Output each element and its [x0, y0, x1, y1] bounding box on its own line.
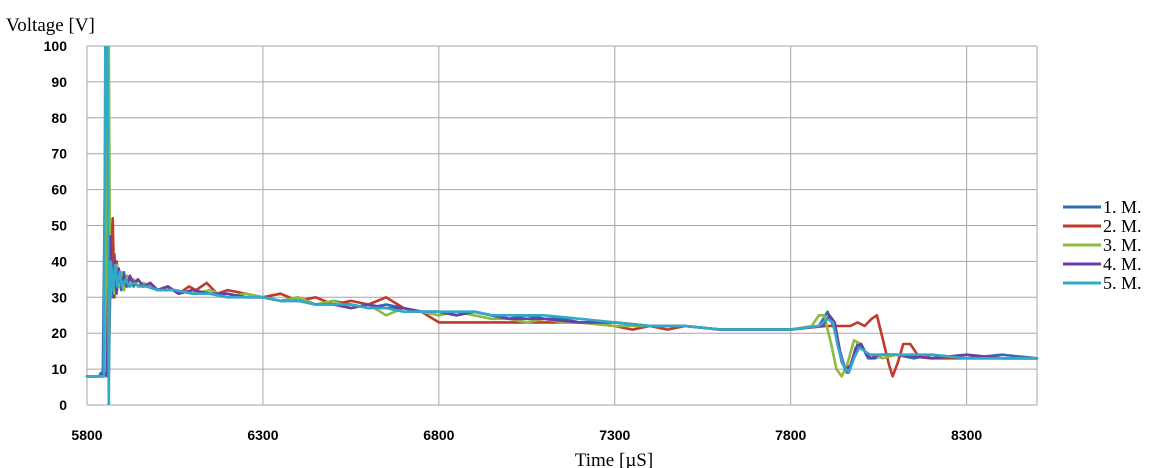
y-axis-ticks: 0 10 20 30 40 50 60 70 80 90 100 [44, 38, 68, 413]
x-tick-label: 5800 [71, 427, 102, 443]
legend-label-1: 1. M. [1103, 197, 1142, 217]
y-tick-label: 60 [51, 182, 67, 198]
x-tick-label: 7800 [775, 427, 806, 443]
y-tick-label: 20 [51, 325, 67, 341]
x-tick-label: 8300 [951, 427, 982, 443]
x-axis-label: Time [µS] [575, 450, 653, 468]
legend-label-4: 4. M. [1103, 254, 1142, 274]
y-tick-label: 70 [51, 146, 67, 162]
y-tick-label: 100 [44, 38, 68, 54]
y-axis-label: Voltage [V] [6, 15, 95, 36]
y-tick-label: 0 [59, 397, 67, 413]
y-tick-label: 90 [51, 74, 67, 90]
y-tick-label: 10 [51, 361, 67, 377]
legend-label-5: 5. M. [1103, 273, 1142, 293]
series-lines [85, 46, 1039, 405]
series-line-3 [85, 46, 1039, 378]
x-tick-label: 7300 [599, 427, 630, 443]
series-line-4 [85, 235, 1039, 378]
series-line-1 [85, 46, 1039, 378]
grid-lines [86, 45, 1038, 406]
y-tick-label: 50 [51, 218, 67, 234]
y-tick-label: 80 [51, 110, 67, 126]
x-axis-ticks: 5800 6300 6800 7300 7800 8300 [71, 427, 982, 443]
x-tick-label: 6800 [423, 427, 454, 443]
y-tick-label: 30 [51, 289, 67, 305]
x-tick-label: 6300 [247, 427, 278, 443]
legend-label-3: 3. M. [1103, 235, 1142, 255]
legend: 1. M.2. M.3. M.4. M.5. M. [1063, 197, 1142, 293]
legend-label-2: 2. M. [1103, 216, 1142, 236]
y-tick-label: 40 [51, 253, 67, 269]
series-line-5 [85, 46, 1039, 405]
